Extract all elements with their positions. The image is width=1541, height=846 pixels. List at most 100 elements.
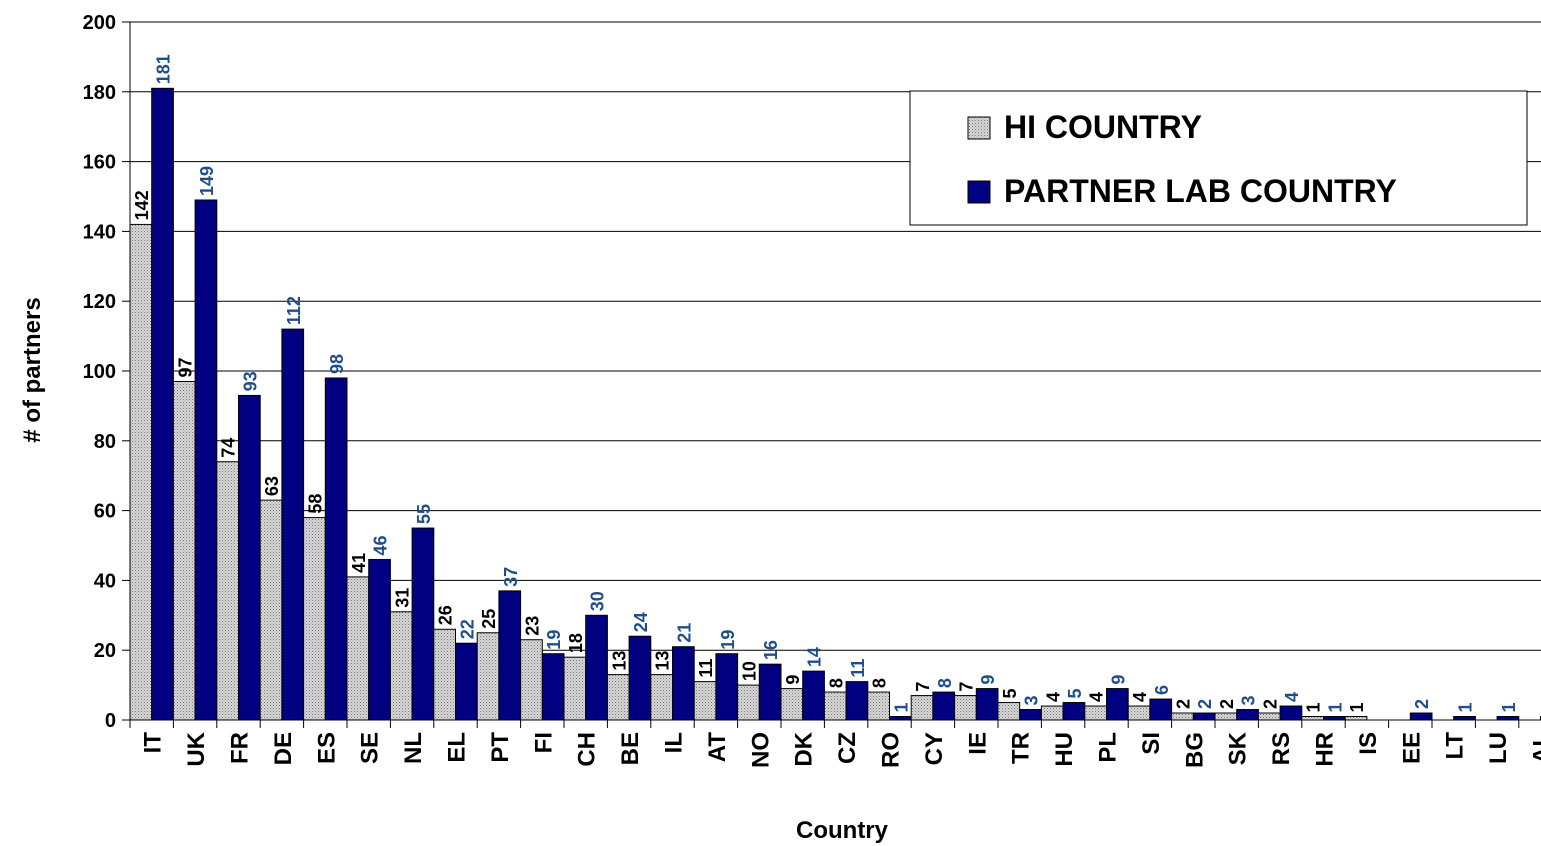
legend-swatch	[967, 180, 991, 204]
legend-swatch	[967, 116, 991, 140]
x-tick-label: EL	[444, 732, 471, 763]
legend-box	[909, 90, 1528, 226]
bar	[498, 590, 522, 721]
bar	[606, 674, 630, 721]
x-tick-label: PT	[487, 732, 514, 763]
bar	[1062, 702, 1086, 721]
bar	[889, 716, 912, 721]
x-tick-label: RS	[1268, 732, 1295, 765]
bar	[151, 87, 174, 721]
bar	[455, 642, 478, 721]
data-label: 9	[978, 675, 998, 685]
bar	[802, 670, 825, 721]
data-label: 10	[739, 661, 759, 681]
y-tick-label: 120	[83, 291, 116, 313]
data-label: 14	[805, 647, 825, 667]
x-tick-label: NO	[747, 732, 774, 768]
y-tick-label: 200	[83, 12, 116, 34]
x-tick-label: UK	[183, 731, 210, 766]
data-label: 1	[891, 702, 911, 712]
y-tick-label: 100	[83, 361, 116, 383]
x-tick-label: IS	[1355, 732, 1382, 755]
x-tick-label: TR	[1008, 732, 1035, 764]
data-label: 1	[1456, 702, 1476, 712]
bar	[389, 611, 413, 721]
bar	[194, 199, 218, 721]
bar	[628, 635, 652, 721]
x-tick-label: NL	[400, 732, 427, 764]
bar	[1149, 698, 1173, 721]
bar	[281, 328, 305, 721]
data-label: 1	[1347, 702, 1367, 712]
y-axis-label: # of partners	[19, 297, 46, 442]
bar	[1496, 716, 1520, 721]
data-label: 46	[371, 535, 391, 555]
x-tick-label: FR	[227, 732, 254, 764]
data-label: 19	[718, 630, 738, 650]
bar	[1279, 705, 1303, 721]
data-label: 74	[219, 438, 239, 458]
bar	[520, 639, 543, 721]
bar	[259, 499, 283, 721]
data-label: 3	[1022, 696, 1042, 706]
bar	[1084, 705, 1108, 721]
data-label: 93	[240, 371, 260, 391]
data-label: 181	[154, 54, 174, 84]
data-label: 8	[870, 678, 890, 688]
y-tick-label: 0	[105, 710, 116, 732]
legend-label: PARTNER LAB COUNTRY	[1004, 173, 1397, 209]
data-label: 98	[327, 354, 347, 374]
x-tick-label: HU	[1051, 732, 1078, 767]
bar	[411, 527, 435, 721]
data-label: 5	[1065, 689, 1085, 699]
y-tick-label: 80	[94, 431, 116, 453]
data-label: 4	[1043, 692, 1063, 702]
y-tick-label: 180	[83, 82, 116, 104]
x-tick-label: FI	[530, 732, 557, 753]
x-tick-label: HR	[1312, 732, 1339, 767]
data-label: 112	[284, 296, 304, 325]
bar	[975, 688, 999, 721]
data-label: 37	[501, 567, 521, 587]
data-label: 149	[197, 166, 217, 196]
x-tick-label: ES	[313, 732, 340, 764]
data-label: 97	[175, 357, 195, 377]
data-label: 4	[1282, 692, 1302, 702]
bar	[932, 691, 956, 721]
bar	[780, 688, 804, 721]
data-label: 24	[631, 612, 651, 632]
x-tick-label: CZ	[834, 732, 861, 764]
y-tick-label: 60	[94, 501, 116, 523]
data-label: 1	[1304, 702, 1324, 712]
bar	[954, 695, 977, 721]
bar	[129, 223, 153, 721]
bar	[238, 394, 261, 721]
data-label: 18	[566, 633, 586, 653]
data-label: 63	[262, 476, 282, 496]
x-tick-label: DK	[791, 731, 818, 766]
x-tick-label: AT	[704, 732, 731, 763]
data-label: 1	[1499, 702, 1519, 712]
data-label: 2	[1195, 699, 1215, 709]
bar	[650, 674, 673, 721]
data-label: 55	[414, 504, 434, 524]
data-label: 5	[1000, 689, 1020, 699]
bar	[997, 702, 1021, 721]
x-tick-label: SE	[357, 732, 384, 764]
bar	[823, 691, 847, 721]
data-label: 4	[1130, 692, 1150, 702]
bar	[1019, 709, 1042, 721]
x-axis-label: Country	[796, 817, 889, 844]
x-tick-label: IT	[140, 732, 167, 754]
y-tick-label: 140	[83, 221, 116, 243]
legend-label: HI COUNTRY	[1004, 109, 1202, 145]
bar	[346, 576, 370, 721]
x-tick-label: DE	[270, 732, 297, 765]
bar	[1409, 712, 1433, 721]
x-tick-label: BE	[617, 732, 644, 765]
data-label: 19	[544, 630, 564, 650]
bar	[672, 646, 695, 721]
data-label: 8	[826, 678, 846, 688]
x-tick-label: PL	[1095, 732, 1122, 763]
